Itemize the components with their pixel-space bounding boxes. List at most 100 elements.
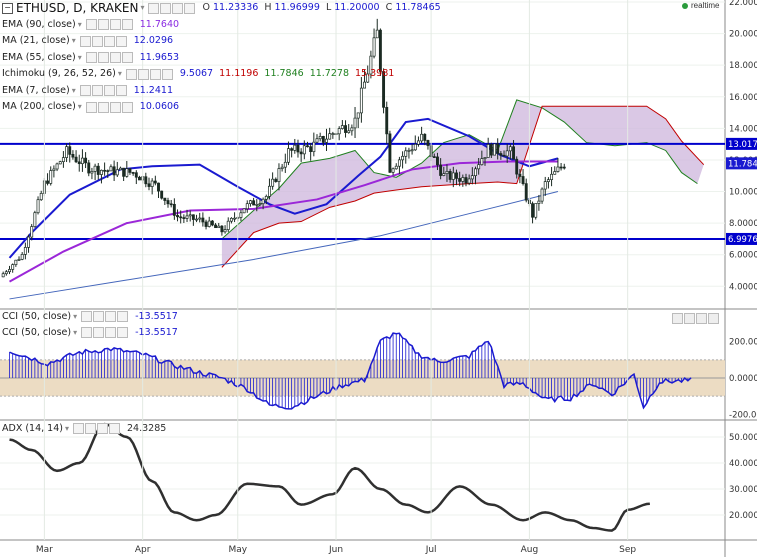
indicator-label: EMA (7, close) — [2, 84, 70, 96]
close-icon[interactable] — [115, 85, 127, 97]
candle-body — [290, 148, 294, 151]
price-tick-label: 22.0000 — [729, 0, 757, 8]
indicator-label: Ichimoku (9, 26, 52, 26) — [2, 68, 116, 80]
settings-icon[interactable] — [125, 68, 137, 80]
settings-icon[interactable] — [81, 327, 93, 338]
add-icon[interactable] — [149, 68, 161, 80]
indicator-label: MA (21, close) — [2, 35, 70, 47]
cci-pane: 200.000 0.0000 -200.000 — [0, 332, 757, 420]
settings-icon[interactable] — [79, 35, 91, 47]
add-icon[interactable] — [105, 327, 117, 338]
candle-body — [413, 143, 417, 151]
visibility-icon[interactable] — [91, 85, 103, 97]
dropdown-icon[interactable]: ▾ — [71, 36, 76, 46]
visibility-icon[interactable] — [137, 68, 149, 80]
realtime-badge: realtime — [682, 1, 719, 10]
candle-body — [353, 117, 357, 129]
add-icon[interactable] — [109, 101, 121, 113]
candle-body — [166, 200, 170, 205]
dropdown-icon[interactable]: ▾ — [77, 102, 82, 112]
settings-icon[interactable] — [85, 52, 97, 64]
candle-body — [258, 203, 262, 206]
time-axis: Mar Apr May Jun Jul Aug Sep — [36, 0, 636, 555]
dropdown-icon[interactable]: ▾ — [77, 52, 82, 62]
collapse-icon[interactable]: − — [2, 2, 13, 14]
visibility-icon[interactable] — [93, 327, 105, 338]
candle-body — [248, 200, 252, 205]
price-tag-label: 6.9976 — [728, 235, 757, 245]
candle-body — [191, 214, 195, 220]
close-icon[interactable] — [115, 35, 127, 47]
candle-body — [226, 220, 230, 230]
add-icon[interactable] — [109, 19, 121, 31]
candle-body — [312, 141, 316, 153]
candle-body — [172, 203, 176, 216]
month-label: May — [228, 545, 247, 555]
candle-body — [223, 229, 227, 233]
visibility-icon[interactable] — [97, 52, 109, 64]
visibility-icon[interactable] — [97, 101, 109, 113]
settings-icon[interactable] — [85, 19, 97, 31]
indicator-value: 11.7846 — [264, 68, 304, 80]
candle-body — [299, 151, 303, 155]
more-icon[interactable] — [184, 2, 196, 14]
visibility-icon[interactable] — [93, 311, 105, 322]
add-icon[interactable] — [97, 423, 108, 434]
candle-body — [90, 171, 94, 174]
settings-icon[interactable] — [73, 423, 84, 434]
candle-body — [550, 173, 554, 180]
candle-body — [559, 166, 563, 169]
candle-body — [372, 37, 376, 57]
candle-body — [502, 154, 506, 157]
close-icon[interactable] — [121, 19, 133, 31]
month-label: Aug — [521, 545, 539, 555]
settings-icon[interactable] — [148, 2, 160, 14]
close-icon[interactable] — [117, 327, 129, 338]
adx-pane: 50.0000 40.0000 30.0000 20.0000 — [0, 422, 757, 532]
candle-body — [451, 172, 455, 180]
close-icon[interactable] — [121, 52, 133, 64]
indicator-value: 11.2411 — [133, 84, 173, 96]
price-tick-label: 18.0000 — [729, 61, 757, 71]
add-icon[interactable] — [103, 35, 115, 47]
visibility-icon[interactable] — [85, 423, 96, 434]
candle-body — [499, 153, 503, 156]
dropdown-icon[interactable]: ▾ — [117, 69, 122, 79]
main-legend: − ETHUSD, D, KRAKEN ▾ O 11.23336 H 11.96… — [2, 0, 441, 116]
settings-icon[interactable] — [81, 311, 93, 322]
visibility-icon[interactable] — [97, 19, 109, 31]
candle-body — [461, 177, 465, 182]
settings-icon[interactable] — [79, 85, 91, 97]
candle-body — [36, 199, 40, 214]
close-icon[interactable] — [121, 101, 133, 113]
candle-body — [537, 200, 541, 204]
indicator-value: 11.7278 — [309, 68, 349, 80]
add-icon[interactable] — [105, 311, 117, 322]
add-icon[interactable] — [172, 2, 184, 14]
candle-body — [58, 161, 62, 165]
dropdown-icon[interactable]: ▾ — [140, 3, 145, 13]
close-icon[interactable] — [708, 313, 719, 324]
close-icon[interactable] — [161, 68, 173, 80]
maximize-icon[interactable] — [696, 313, 707, 324]
candle-body — [340, 125, 344, 129]
dropdown-icon[interactable]: ▾ — [73, 328, 78, 337]
close-icon[interactable] — [109, 423, 120, 434]
adx-legend: ADX (14, 14) ▾ 24.3285 — [2, 423, 166, 434]
dropdown-icon[interactable]: ▾ — [77, 19, 82, 29]
close-icon[interactable] — [117, 311, 129, 322]
candle-body — [480, 158, 484, 166]
dropdown-icon[interactable]: ▾ — [64, 424, 69, 433]
candle-body — [423, 133, 427, 141]
visibility-icon[interactable] — [160, 2, 172, 14]
move-down-icon[interactable] — [684, 313, 695, 324]
move-up-icon[interactable] — [672, 313, 683, 324]
price-tag — [726, 157, 757, 170]
settings-icon[interactable] — [85, 101, 97, 113]
dropdown-icon[interactable]: ▾ — [73, 312, 78, 321]
visibility-icon[interactable] — [91, 35, 103, 47]
add-icon[interactable] — [103, 85, 115, 97]
add-icon[interactable] — [109, 52, 121, 64]
dropdown-icon[interactable]: ▾ — [71, 85, 76, 95]
